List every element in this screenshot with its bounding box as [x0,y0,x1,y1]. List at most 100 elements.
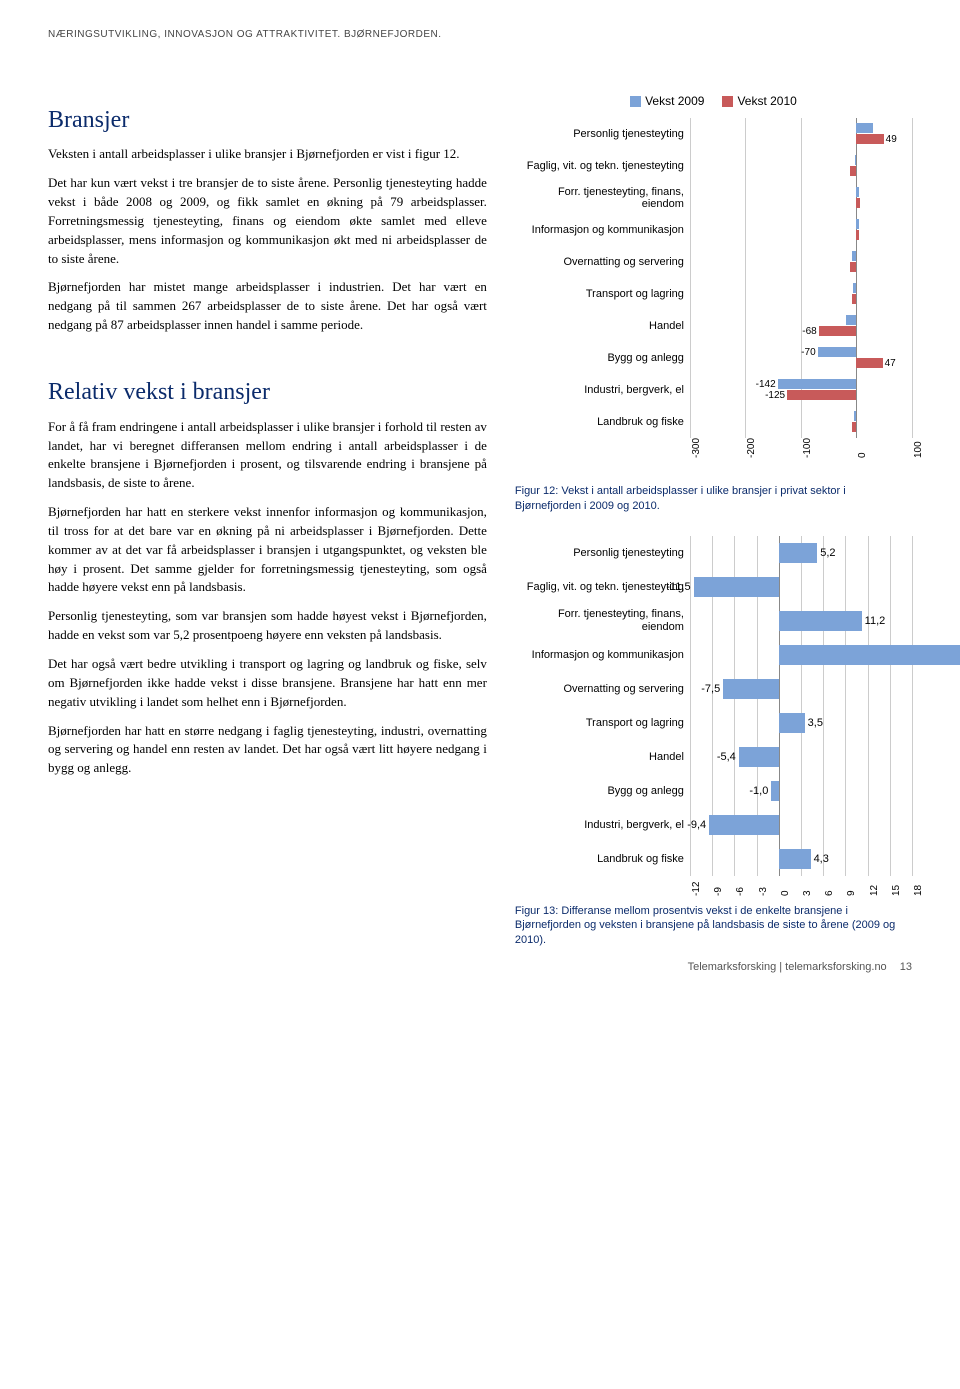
chart2-ylabel: Bygg og anlegg [515,785,690,797]
chart2-xtick: -9 [712,887,727,896]
chart1-legend: Vekst 2009 Vekst 2010 [515,93,912,110]
chart2-bar [709,815,779,835]
chart1-row: Forr. tjenesteyting, finans, eiendom [515,182,912,214]
chart2-row: Bygg og anlegg -1,0 [515,774,912,808]
chart2-xtick: 6 [823,890,838,896]
chart1-bar [787,390,856,400]
chart1-value-label: -70 [801,346,815,361]
chart2-ylabel: Landbruk og fiske [515,853,690,865]
chart1-row: Transport og lagring [515,278,912,310]
chart1-bar [856,187,858,197]
chart2-value-label: -11,5 [666,580,690,596]
right-column: Vekst 2009 Vekst 2010 Personlig tjeneste… [515,93,912,971]
chart1-xtick: -100 [801,438,816,458]
body-paragraph: Det har også vært bedre utvikling i tran… [48,655,487,712]
chart-growth-rel: Personlig tjenesteyting 5,2 Faglig, vit. o… [515,536,912,898]
chart1-ylabel: Industri, bergverk, el [515,384,690,396]
chart2-bar [779,713,805,733]
footer-text: Telemarksforsking | telemarksforsking.no [688,961,887,973]
body-paragraph: Bjørnefjorden har hatt en større nedgang… [48,722,487,779]
chart2-value-label: 4,3 [814,852,829,868]
chart2-row: Landbruk og fiske 4,3 [515,842,912,876]
chart2-row: Faglig, vit. og tekn. tjenesteyting-11,5 [515,570,912,604]
chart2-bar [779,611,862,631]
chart1-row: Faglig, vit. og tekn. tjenesteyting [515,150,912,182]
chart2-caption: Figur 13: Differanse mellom prosentvis v… [515,904,912,949]
chart1-value-label: 47 [885,357,896,372]
chart2-bar [779,543,817,563]
chart2-ylabel: Personlig tjenesteyting [515,547,690,559]
chart2-xtick: 18 [912,884,927,895]
chart1-value-label: -125 [765,389,785,404]
body-paragraph: Bjørnefjorden har mistet mange arbeidspl… [48,278,487,335]
chart1-bar [818,347,857,357]
chart1-ylabel: Forr. tjenesteyting, finans, eiendom [515,186,690,210]
chart2-ylabel: Informasjon og kommunikasjon [515,649,690,661]
chart1-xtick: 0 [856,452,871,458]
chart2-ylabel: Overnatting og servering [515,683,690,695]
chart2-xtick: 3 [801,890,816,896]
chart1-ylabel: Transport og lagring [515,288,690,300]
chart1-bar [850,262,857,272]
page-footer: Telemarksforsking | telemarksforsking.no… [688,960,912,976]
body-paragraph: Veksten i antall arbeidsplasser i ulike … [48,145,487,164]
chart1-bar [852,251,856,261]
body-paragraph: For å få fram endringene i antall arbeid… [48,418,487,493]
body-paragraph: Det har kun vært vekst i tre bransjer de… [48,174,487,268]
chart2-row: Overnatting og servering -7,5 [515,672,912,706]
chart1-row: Informasjon og kommunikasjon [515,214,912,246]
chart2-value-label: -1,0 [749,784,768,800]
chart1-bar [846,315,857,325]
chart2-row: Informasjon og kommunikasjon24,8 [515,638,912,672]
chart1-row: Industri, bergverk, el-142-125 [515,374,912,406]
legend-label: Vekst 2009 [645,94,704,108]
chart2-value-label: -9,4 [687,818,706,834]
running-head: NÆRINGSUTVIKLING, INNOVASJON OG ATTRAKTI… [48,28,912,43]
chart2-bar [779,849,811,869]
chart2-xtick: 15 [890,884,905,895]
chart1-ylabel: Informasjon og kommunikasjon [515,224,690,236]
chart2-bar [771,781,778,801]
chart2-xtick: 0 [779,890,794,896]
chart1-bar [856,358,882,368]
chart1-row: Handel-68 [515,310,912,342]
chart1-bar [856,230,859,240]
chart1-ylabel: Faglig, vit. og tekn. tjenesteyting [515,160,690,172]
chart1-bar [853,283,856,293]
chart2-row: Transport og lagring3,5 [515,706,912,740]
chart2-bar [723,679,779,699]
chart2-ylabel: Transport og lagring [515,717,690,729]
chart1-ylabel: Personlig tjenesteyting [515,128,690,140]
chart1-bar [819,326,857,336]
chart1-row: Personlig tjenesteyting49 [515,118,912,150]
chart2-xtick: -6 [734,887,749,896]
chart2-value-label: 11,2 [865,614,886,630]
chart1-bar [856,123,873,133]
chart1-bar [856,198,860,208]
chart1-ylabel: Overnatting og servering [515,256,690,268]
chart1-caption: Figur 12: Vekst i antall arbeidsplasser … [515,484,912,514]
chart2-row: Personlig tjenesteyting 5,2 [515,536,912,570]
page-number: 13 [900,961,912,973]
body-paragraph: Personlig tjenesteyting, som var bransje… [48,607,487,645]
chart1-bar [778,379,857,389]
chart1-bar [852,294,856,304]
chart1-xtick: 100 [912,441,927,458]
chart2-xtick: 12 [868,884,883,895]
section1-title: Bransjer [48,103,487,138]
chart1-xtick: -200 [745,438,760,458]
chart1-bar [855,155,857,165]
chart2-ylabel: Faglig, vit. og tekn. tjenesteyting [515,581,690,593]
chart1-xtick: -300 [690,438,705,458]
chart1-bar [856,134,883,144]
chart2-xtick: -3 [757,887,772,896]
chart2-row: Handel-5,4 [515,740,912,774]
chart1-ylabel: Handel [515,320,690,332]
chart1-row: Overnatting og servering [515,246,912,278]
body-paragraph: Bjørnefjorden har hatt en sterkere vekst… [48,503,487,597]
chart2-value-label: 5,2 [820,546,835,562]
chart-growth-abs: Vekst 2009 Vekst 2010 Personlig tjeneste… [515,93,912,478]
chart2-value-label: -7,5 [701,682,720,698]
chart2-xtick: -12 [690,881,705,895]
chart1-bar [856,219,858,229]
